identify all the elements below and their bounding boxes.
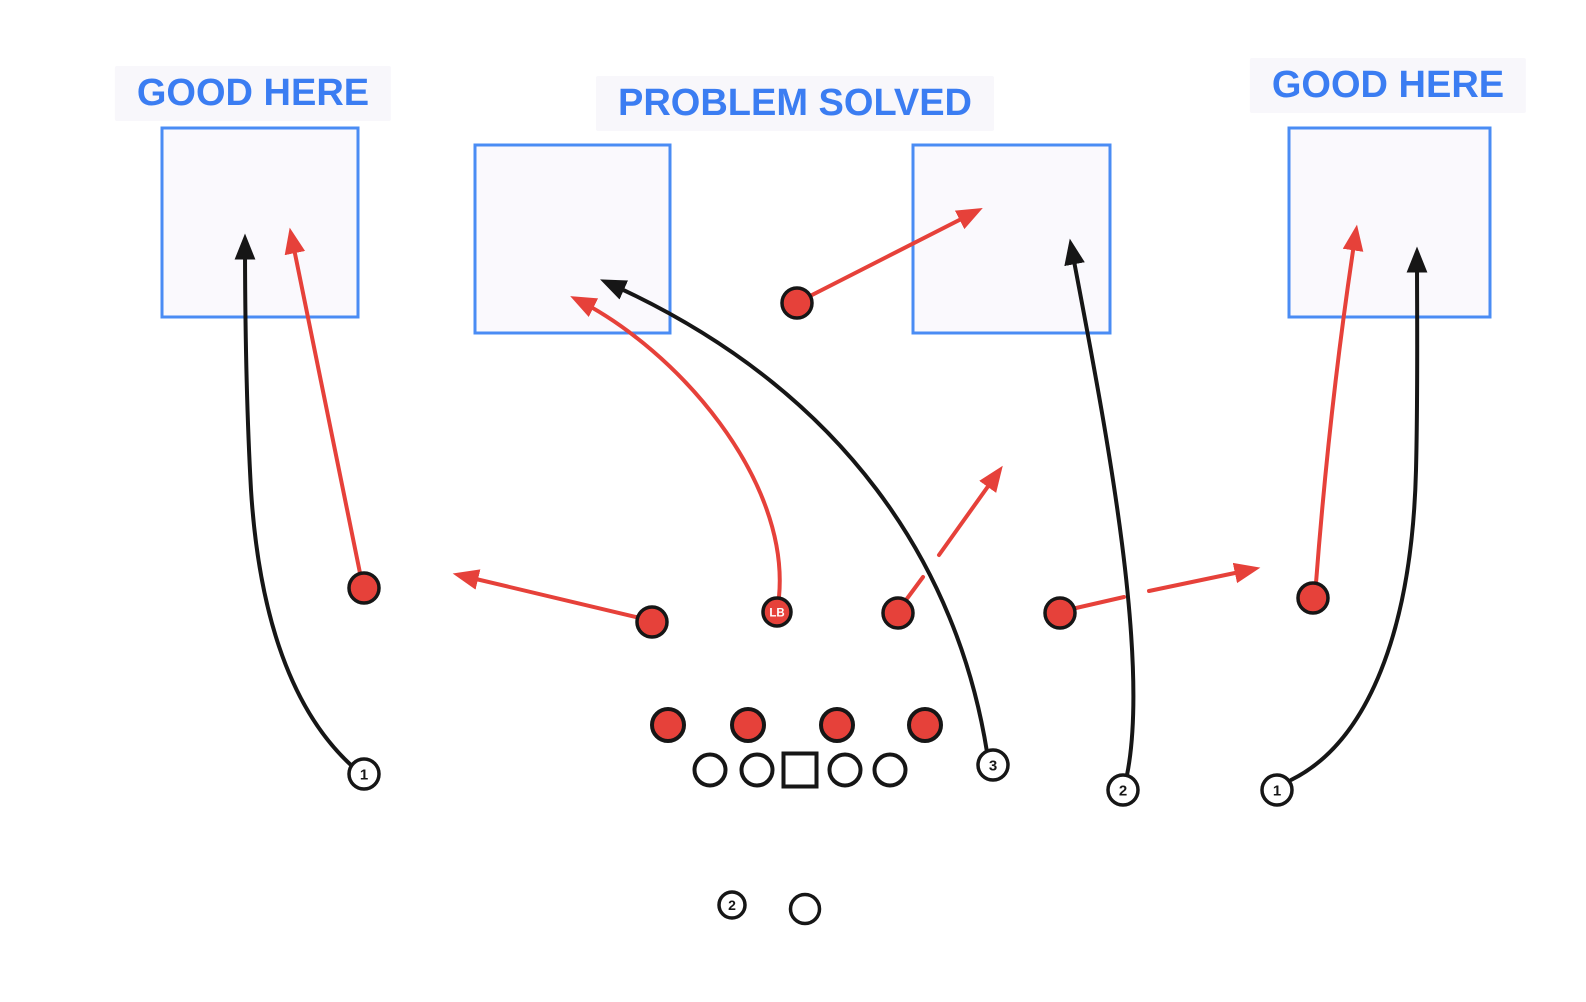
zone-label-problem-solved: PROBLEM SOLVED (596, 76, 994, 131)
offensive-line-circle (827, 752, 863, 788)
zone-right-box (1287, 126, 1492, 319)
defender-circle (1043, 596, 1077, 630)
defensive-line-circle (819, 707, 855, 743)
red-arrow-mid-route (937, 465, 1003, 557)
backfield-number: 2 (728, 897, 736, 913)
red-line-right-deep-route (1314, 224, 1364, 585)
defender-circle (635, 605, 669, 639)
zone-center-left-box (473, 143, 672, 335)
defensive-line-circle (907, 707, 943, 743)
center-square (781, 751, 819, 789)
receiver-number: 3 (989, 758, 997, 775)
black-route-1-left-route (234, 233, 354, 768)
receiver-circle-3 (976, 748, 1010, 782)
offensive-line-circle (739, 752, 775, 788)
receiver-circle-2 (1106, 773, 1140, 807)
backfield-circle-2 (717, 890, 747, 920)
receiver-number: 1 (1273, 783, 1281, 800)
black-route-2-right-route (1064, 238, 1136, 777)
red-arrow-top-route (810, 208, 983, 297)
red-arrow-left-deep-route (284, 227, 362, 575)
defensive-line-circle (650, 707, 686, 743)
receiver-circle-1 (347, 757, 381, 791)
offensive-line-circle (872, 752, 908, 788)
zone-label-good-here-left: GOOD HERE (114, 66, 392, 121)
defensive-line-circle (730, 707, 766, 743)
defender-circle (780, 286, 814, 320)
red-stub-mid-route (904, 575, 925, 602)
offensive-line-circle (692, 752, 728, 788)
defender-circle (1296, 581, 1330, 615)
black-route-3-route (600, 279, 989, 754)
red-arrow-flat-left-route (452, 569, 638, 619)
red-arrow-flat-right-route (1147, 562, 1261, 593)
receiver-number: 1 (360, 767, 368, 784)
zone-label-good-here-right: GOOD HERE (1249, 58, 1527, 113)
red-curve-lb-route (570, 296, 782, 599)
receiver-circle-1 (1260, 773, 1294, 807)
running-back-circle (788, 892, 822, 926)
lb-label: LB (769, 608, 784, 620)
black-route-1-right-route (1289, 246, 1428, 782)
defender-circle (347, 571, 381, 605)
zone-left-box (160, 126, 360, 319)
defender-circle (881, 596, 915, 630)
red-stub-right-route (1074, 595, 1126, 610)
receiver-number: 2 (1119, 783, 1127, 800)
lb-defender-circle (761, 596, 793, 628)
